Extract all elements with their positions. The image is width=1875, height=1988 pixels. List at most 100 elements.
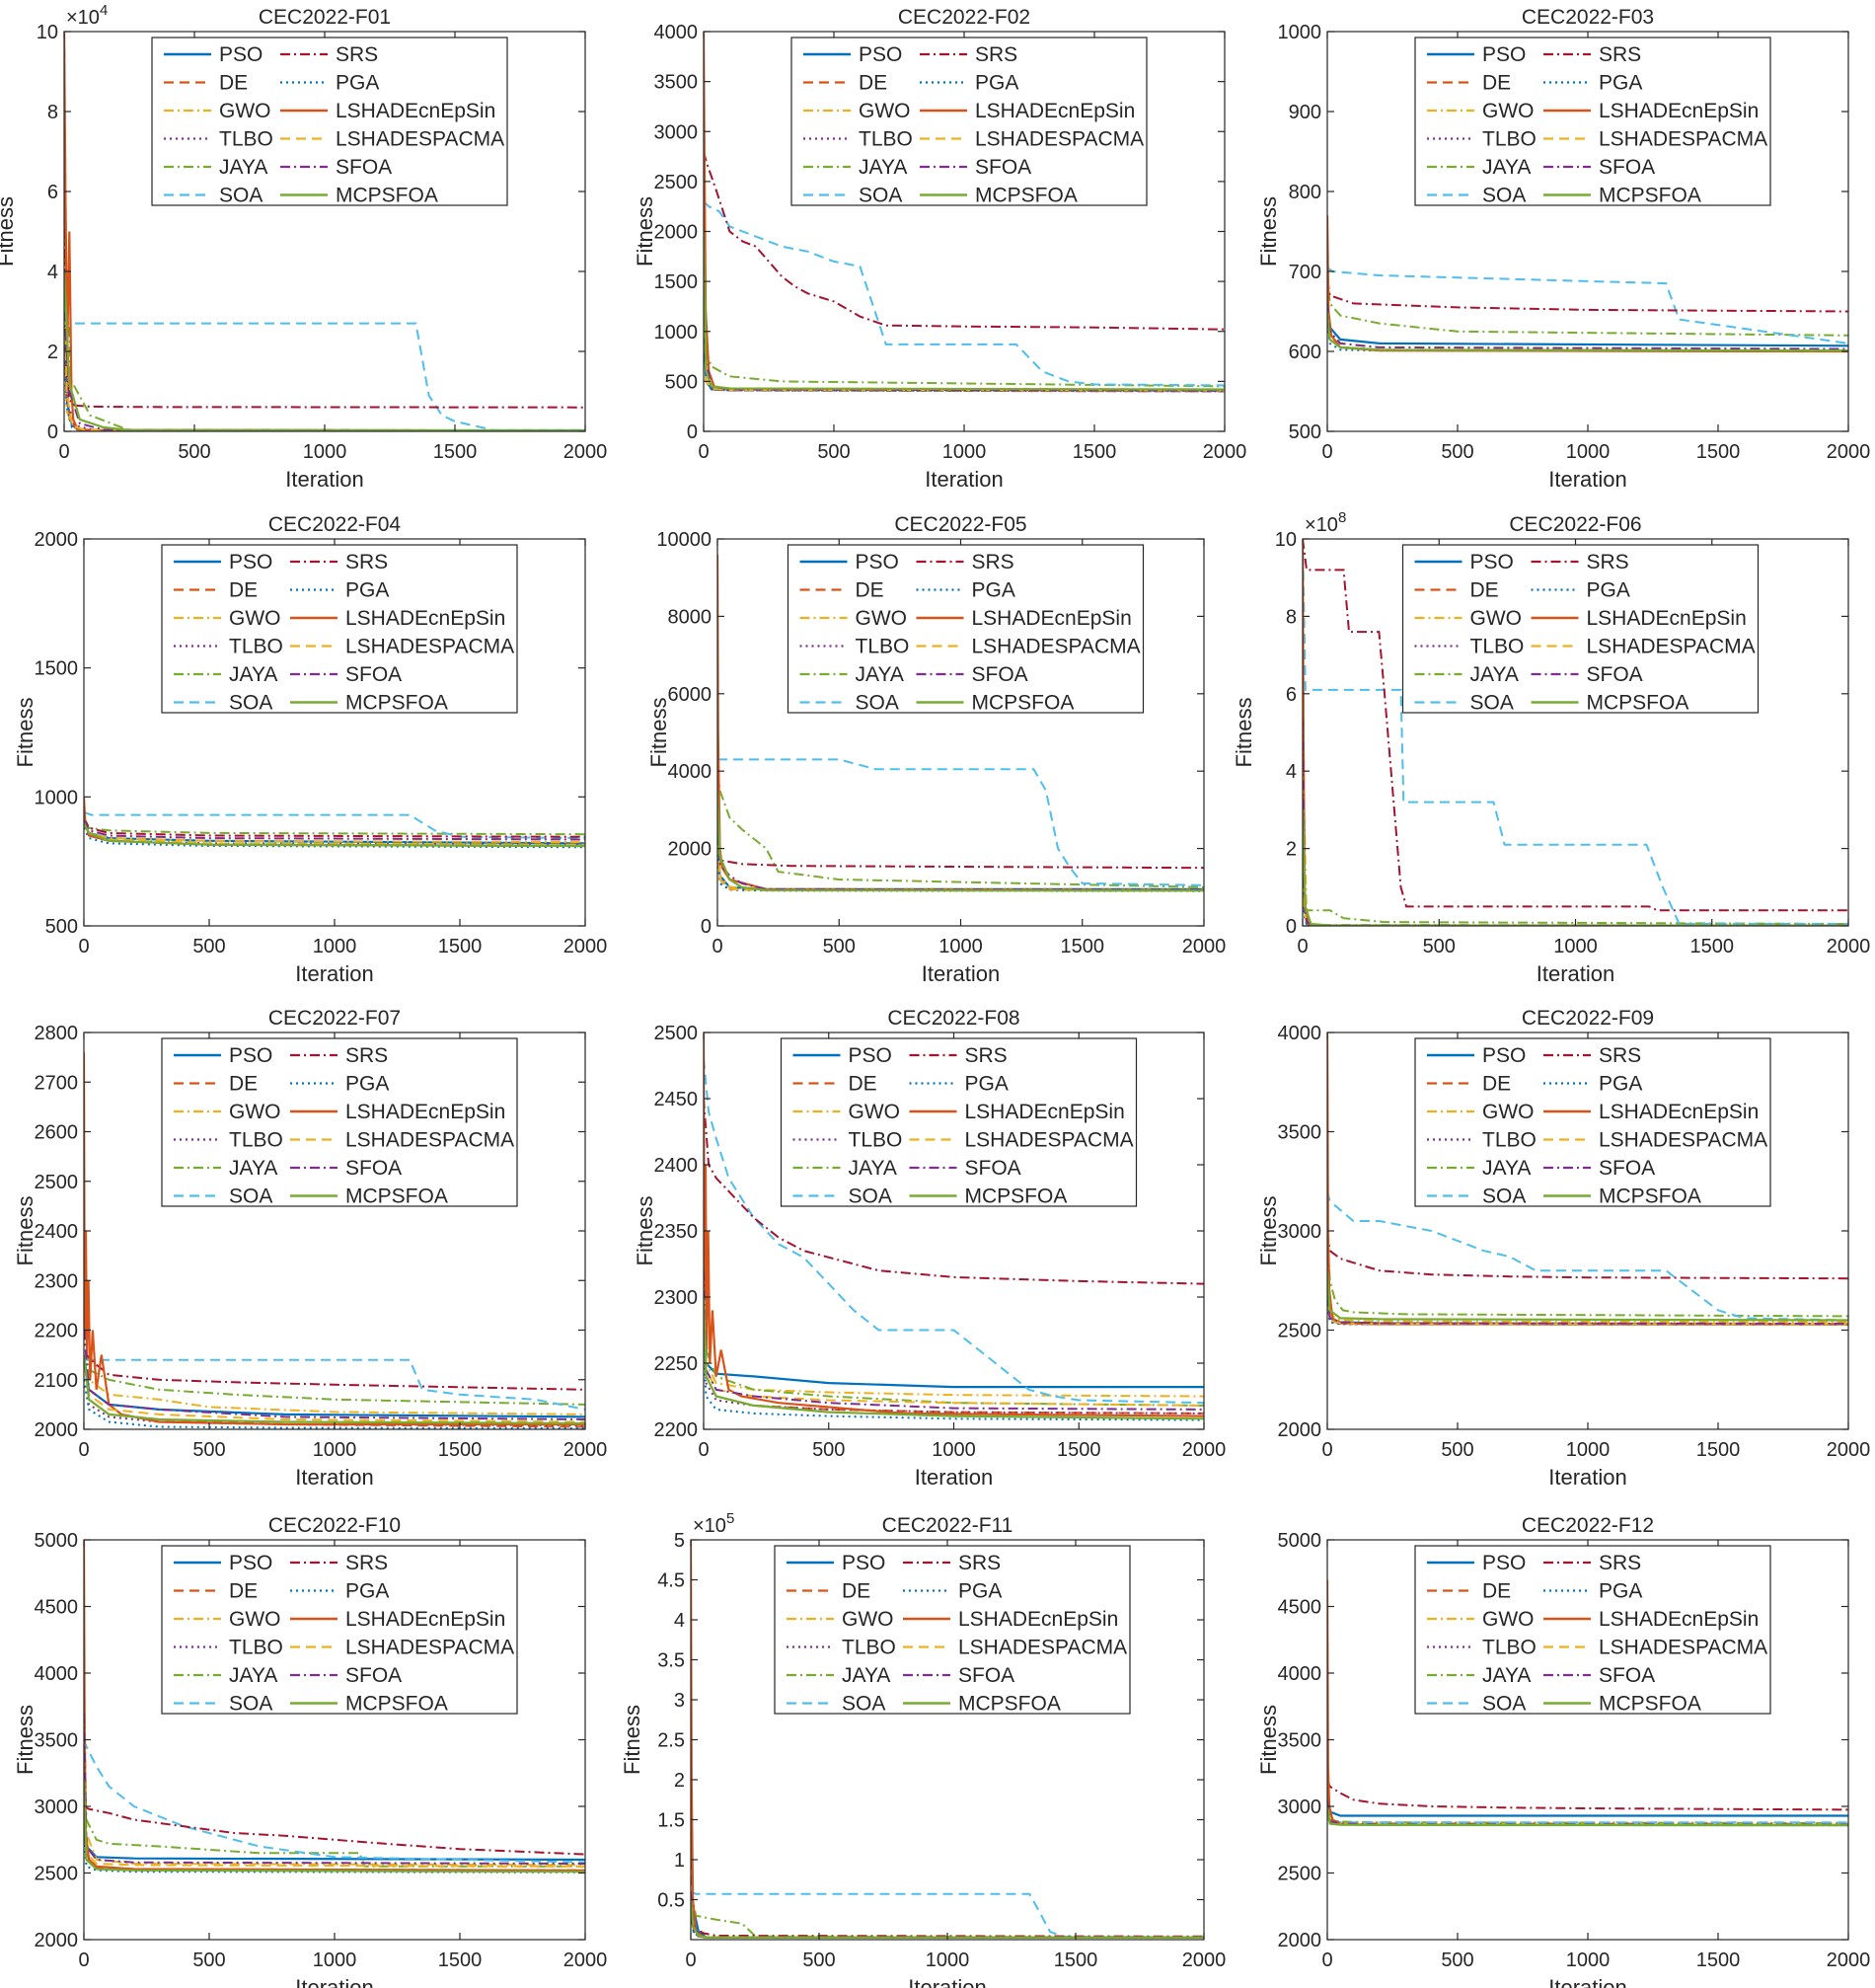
legend-label: SRS: [958, 1552, 1001, 1574]
series-line-srs: [84, 1805, 585, 1856]
x-tick-label: 1000: [938, 936, 983, 957]
series-line-lshadecnepsin: [704, 1032, 1204, 1417]
legend-label: DE: [229, 1580, 258, 1603]
series-line-soa: [84, 1739, 585, 1864]
series-line-soa: [64, 32, 585, 431]
y-axis-label: Fitness: [646, 698, 671, 768]
chart-title: CEC2022-F11: [882, 1514, 1013, 1537]
legend-box: [790, 37, 1148, 206]
axis-exponent: ×105: [693, 1510, 734, 1537]
legend-label: DE: [229, 579, 258, 602]
y-tick-label: 10: [37, 22, 58, 43]
x-tick-label: 0: [1321, 1439, 1332, 1461]
legend-label: SOA: [219, 185, 262, 207]
x-tick-label: 1500: [438, 1439, 483, 1461]
y-tick-label: 2200: [654, 1419, 699, 1441]
series-line-pga: [704, 1349, 1204, 1421]
legend-label: LSHADESPACMA: [345, 636, 514, 658]
chart-title: CEC2022-F04: [268, 513, 402, 536]
x-tick-label: 2000: [1182, 1950, 1227, 1971]
y-tick-label: 5000: [1278, 1530, 1322, 1552]
x-tick-label: 1000: [313, 1439, 357, 1461]
y-axis-label: Fitness: [13, 698, 38, 768]
x-axis-label: Iteration: [1548, 467, 1627, 492]
y-tick-label: 2600: [35, 1122, 79, 1144]
legend-label: SRS: [965, 1044, 1008, 1067]
y-tick-label: 2000: [35, 1930, 79, 1951]
series-group: [1327, 215, 1848, 353]
y-axis-label: Fitness: [13, 1705, 38, 1775]
legend-label: LSHADESPACMA: [965, 1129, 1134, 1152]
series-line-jaya: [84, 1739, 585, 1868]
legend-label: SOA: [1482, 1693, 1526, 1716]
legend-label: PSO: [1482, 43, 1526, 66]
legend-label: DE: [849, 1073, 877, 1096]
legend-label: SOA: [849, 1185, 892, 1208]
legend-label: TLBO: [219, 128, 273, 151]
legend-label: LSHADEcnEpSin: [972, 607, 1132, 630]
x-tick-label: 1500: [1057, 1439, 1101, 1461]
legend-label: TLBO: [1482, 1129, 1537, 1152]
y-tick-label: 2300: [35, 1270, 79, 1292]
y-tick-label: 1000: [1278, 22, 1322, 43]
x-tick-label: 1000: [313, 936, 357, 957]
y-tick-label: 4000: [668, 761, 712, 783]
y-tick-label: 2800: [35, 1023, 79, 1044]
legend-label: SFOA: [958, 1664, 1014, 1687]
x-axis-label: Iteration: [295, 1465, 374, 1490]
chart-title: CEC2022-F10: [268, 1514, 401, 1537]
legend-label: JAYA: [1470, 663, 1519, 686]
legend-label: DE: [1482, 1073, 1511, 1096]
y-tick-label: 3000: [1278, 1797, 1322, 1818]
y-tick-label: 700: [1289, 262, 1321, 283]
series-line-tlbo: [704, 1323, 1204, 1415]
x-tick-label: 1000: [926, 1950, 970, 1971]
legend-label: LSHADESPACMA: [345, 1637, 514, 1659]
x-tick-label: 1500: [1690, 936, 1735, 957]
y-tick-label: 2200: [35, 1321, 79, 1342]
legend: PSO SRS DE PGA GWO LSHADEcnEpSin TLBO LSHADESPA…: [790, 37, 1148, 207]
series-line-lshadecnepsin: [84, 1052, 585, 1426]
chart-f10: 0 500 1000 1500 2000 2000 2500 3000 3500 4000 4500…: [13, 1514, 607, 1988]
legend-label: SFOA: [336, 156, 392, 179]
legend-label: GWO: [1470, 607, 1523, 630]
y-tick-label: 2500: [654, 1023, 699, 1044]
x-tick-label: 500: [192, 1439, 225, 1461]
legend-label: PSO: [219, 43, 262, 66]
x-tick-label: 0: [698, 441, 709, 463]
y-tick-label: 4000: [1278, 1663, 1322, 1685]
y-tick-label: 4: [674, 1610, 685, 1632]
legend-label: SFOA: [1599, 1157, 1655, 1180]
chart-f02: 0 500 1000 1500 2000 0 500 1000 1500 2000 2500 3000…: [633, 6, 1246, 492]
y-tick-label: 0: [1286, 916, 1297, 938]
legend-label: JAYA: [856, 663, 904, 686]
chart-title: CEC2022-F05: [894, 513, 1026, 536]
y-tick-label: 3000: [35, 1797, 79, 1818]
x-tick-label: 1500: [1696, 441, 1741, 463]
y-tick-label: 1: [674, 1850, 685, 1872]
legend-label: SFOA: [345, 1664, 402, 1687]
legend-label: GWO: [849, 1101, 901, 1123]
x-tick-label: 1000: [1566, 1950, 1611, 1971]
y-tick-label: 500: [1289, 421, 1321, 443]
legend: PSO SRS DE PGA GWO LSHADEcnEpSin TLBO LSHADESPA…: [1401, 544, 1760, 715]
legend-label: GWO: [856, 607, 908, 630]
legend-label: JAYA: [1482, 1664, 1531, 1687]
legend-label: MCPSFOA: [1587, 692, 1689, 715]
chart-f03: 0 500 1000 1500 20005006007008009001000CEC20…: [1256, 6, 1870, 492]
legend-label: PGA: [975, 72, 1018, 95]
legend-label: PGA: [1599, 1580, 1642, 1603]
y-axis-label: Fitness: [620, 1705, 644, 1775]
axis-exponent: ×104: [66, 2, 108, 29]
y-tick-label: 4500: [35, 1597, 79, 1619]
x-tick-label: 0: [1297, 936, 1308, 957]
legend-label: LSHADEcnEpSin: [965, 1101, 1125, 1123]
y-tick-label: 2: [1286, 839, 1297, 861]
y-axis-label: Fitness: [0, 196, 18, 267]
legend-label: LSHADEcnEpSin: [1587, 607, 1747, 630]
legend-box: [161, 1037, 518, 1207]
y-tick-label: 4: [47, 262, 58, 283]
series-line-mcpsfoa: [64, 270, 585, 431]
x-tick-label: 1000: [942, 441, 987, 463]
y-tick-label: 2450: [654, 1089, 699, 1110]
